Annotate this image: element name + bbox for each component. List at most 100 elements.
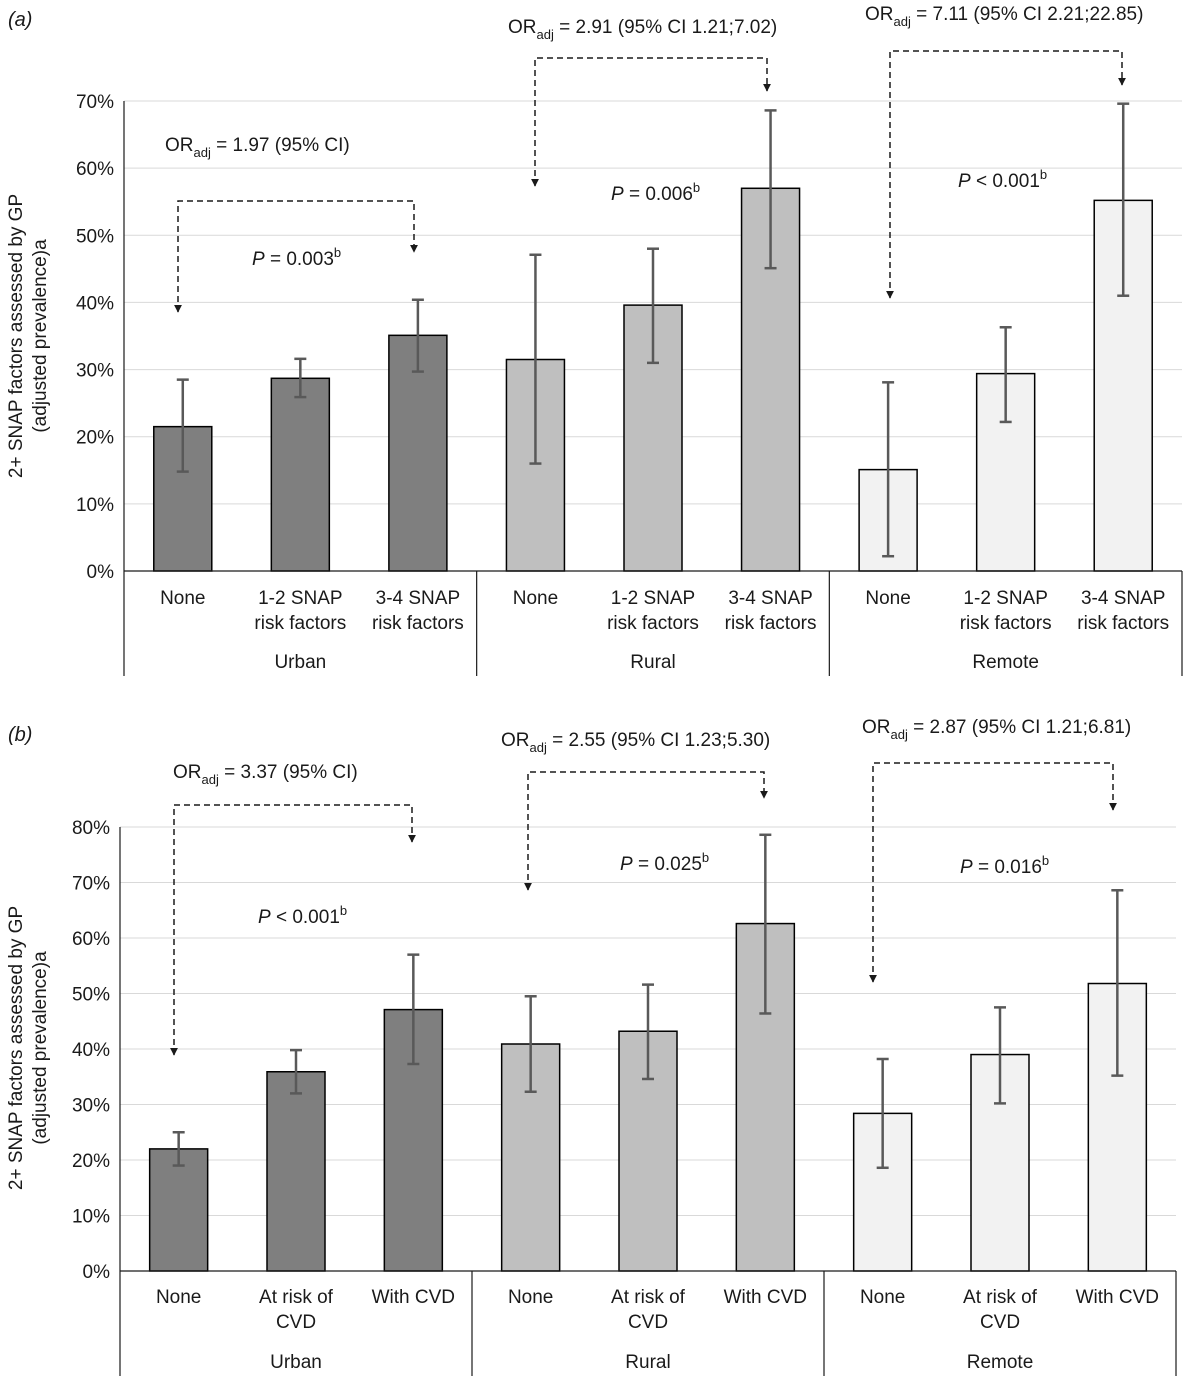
panel-a-ylabel-line1: 2+ SNAP factors assessed by GP bbox=[6, 194, 27, 478]
y-tick-label: 0% bbox=[87, 562, 115, 583]
category-label: None bbox=[508, 1287, 553, 1308]
comparison-arrow bbox=[173, 804, 416, 1055]
panel-b-rural-or-annotation: ORadj = 2.55 (95% CI 1.23;5.30) bbox=[501, 730, 770, 755]
bar-urban bbox=[270, 377, 331, 572]
error-bar bbox=[1111, 889, 1124, 1077]
panel-a-urban-or-annotation: ORadj = 1.97 (95% CI) bbox=[165, 135, 350, 160]
error-bar bbox=[411, 298, 424, 373]
error-bar bbox=[524, 995, 537, 1093]
category-label: None bbox=[513, 588, 558, 609]
panel-a-remote-p-annotation: P < 0.001b bbox=[958, 167, 1047, 192]
panel-a-group-labels: Urban Rural Remote bbox=[274, 652, 1038, 673]
bar-urban bbox=[266, 1071, 326, 1272]
panel-b-urban-p-annotation: P < 0.001b bbox=[258, 903, 347, 928]
error-bar bbox=[764, 109, 777, 270]
comparison-arrow bbox=[534, 57, 771, 186]
panel-a-rural-or-annotation: ORadj = 2.91 (95% CI 1.21;7.02) bbox=[508, 17, 777, 42]
panel-b-comparison-arrows bbox=[170, 762, 1117, 1056]
y-tick-label: 40% bbox=[72, 1040, 110, 1061]
error-bar bbox=[176, 378, 189, 473]
panel-a-comparison-arrows bbox=[174, 50, 1126, 313]
group-label-remote: Remote bbox=[972, 652, 1039, 673]
y-tick-label: 0% bbox=[83, 1262, 111, 1283]
category-label: 1-2 SNAP bbox=[963, 588, 1047, 609]
panel-b: (b) 2+ SNAP factors assessed by GP (adju… bbox=[6, 717, 1177, 1376]
category-label: With CVD bbox=[1076, 1287, 1159, 1308]
bar-urban bbox=[148, 1148, 209, 1272]
error-bar bbox=[290, 1048, 302, 1095]
category-label: risk factors bbox=[1077, 613, 1169, 634]
comparison-arrow bbox=[527, 771, 768, 890]
group-label-remote: Remote bbox=[967, 1352, 1034, 1373]
panel-b-urban-or-annotation: ORadj = 3.37 (95% CI) bbox=[173, 762, 358, 787]
y-tick-label: 30% bbox=[72, 1096, 110, 1117]
panel-a-label: (a) bbox=[8, 9, 32, 31]
comparison-arrow bbox=[889, 50, 1126, 298]
error-bar bbox=[999, 326, 1012, 424]
y-tick-label: 30% bbox=[76, 361, 114, 382]
error-bar bbox=[1117, 102, 1130, 297]
group-label-urban: Urban bbox=[270, 1352, 322, 1373]
category-label: None bbox=[860, 1287, 905, 1308]
y-tick-label: 60% bbox=[76, 159, 114, 180]
panel-a-y-tick-labels: 0% 10% 20% 30% 40% 50% 60% 70% bbox=[76, 92, 114, 583]
panel-b-ylabel-line1: 2+ SNAP factors assessed by GP bbox=[6, 906, 27, 1190]
category-label: At risk of bbox=[963, 1287, 1038, 1308]
category-label: risk factors bbox=[725, 613, 817, 634]
category-label: 1-2 SNAP bbox=[258, 588, 342, 609]
panel-b-category-labels: None At risk of CVD With CVD None At risk of C… bbox=[156, 1287, 1159, 1333]
y-tick-label: 70% bbox=[72, 874, 110, 895]
y-tick-label: 20% bbox=[76, 428, 114, 449]
error-bar bbox=[407, 953, 420, 1066]
error-bar bbox=[172, 1131, 185, 1167]
panel-a-ylabel-line2: (adjusted prevalence)a bbox=[30, 239, 51, 433]
y-tick-label: 10% bbox=[72, 1207, 110, 1228]
category-label: CVD bbox=[980, 1312, 1020, 1333]
panel-a-urban-p-annotation: P = 0.003b bbox=[252, 245, 341, 270]
panel-b-error-bars bbox=[172, 833, 1124, 1170]
panel-b-group-labels: Urban Rural Remote bbox=[270, 1352, 1033, 1373]
panel-b-label: (b) bbox=[8, 724, 32, 746]
category-label: CVD bbox=[628, 1312, 668, 1333]
y-tick-label: 50% bbox=[76, 226, 114, 247]
panel-b-bars bbox=[148, 922, 1148, 1272]
category-label: With CVD bbox=[724, 1287, 807, 1308]
category-label: risk factors bbox=[960, 613, 1052, 634]
category-label: risk factors bbox=[607, 613, 699, 634]
category-label: At risk of bbox=[611, 1287, 686, 1308]
y-tick-label: 40% bbox=[76, 293, 114, 314]
bar-urban bbox=[388, 334, 448, 572]
panel-b-rural-p-annotation: P = 0.025b bbox=[620, 850, 709, 875]
category-label: 3-4 SNAP bbox=[728, 588, 812, 609]
y-tick-label: 70% bbox=[76, 92, 114, 113]
panel-b-remote-or-annotation: ORadj = 2.87 (95% CI 1.21;6.81) bbox=[862, 717, 1131, 742]
panel-a-rural-p-annotation: P = 0.006b bbox=[611, 180, 700, 205]
category-label: 1-2 SNAP bbox=[611, 588, 695, 609]
category-label: CVD bbox=[276, 1312, 316, 1333]
category-label: None bbox=[160, 588, 205, 609]
category-label: risk factors bbox=[254, 613, 346, 634]
comparison-arrow bbox=[872, 762, 1117, 982]
panel-a-bars bbox=[153, 187, 1153, 572]
error-bar bbox=[647, 247, 659, 365]
y-tick-label: 10% bbox=[76, 495, 114, 516]
panel-b-y-tick-labels: 0% 10% 20% 30% 40% 50% 60% 70% 80% bbox=[72, 818, 110, 1283]
error-bar bbox=[642, 983, 654, 1081]
error-bar bbox=[294, 357, 307, 399]
bar-remote bbox=[1093, 199, 1153, 572]
category-label: With CVD bbox=[372, 1287, 455, 1308]
category-label: risk factors bbox=[372, 613, 464, 634]
group-label-urban: Urban bbox=[274, 652, 326, 673]
panel-a-remote-or-annotation: ORadj = 7.11 (95% CI 2.21;22.85) bbox=[865, 4, 1143, 29]
bar-remote bbox=[1087, 982, 1148, 1272]
bar-remote bbox=[975, 372, 1036, 572]
y-tick-label: 50% bbox=[72, 985, 110, 1006]
error-bar bbox=[876, 1057, 889, 1170]
category-label: 3-4 SNAP bbox=[1081, 588, 1165, 609]
group-label-rural: Rural bbox=[630, 652, 675, 673]
category-label: None bbox=[156, 1287, 201, 1308]
y-tick-label: 80% bbox=[72, 818, 110, 839]
category-label: None bbox=[865, 588, 910, 609]
error-bar bbox=[529, 253, 542, 465]
